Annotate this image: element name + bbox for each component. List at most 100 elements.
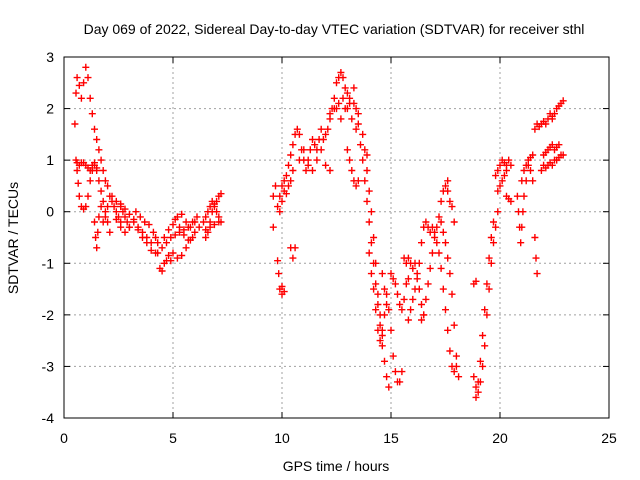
data-point (97, 187, 105, 195)
data-point (289, 254, 297, 262)
data-point (99, 197, 107, 205)
data-point (533, 270, 541, 278)
y-tick-label-1: -3 (42, 358, 55, 374)
data-point (479, 362, 487, 370)
data-point (365, 218, 373, 226)
data-point (532, 254, 540, 262)
x-tick-label-1: 5 (169, 430, 177, 446)
data-point (437, 264, 445, 272)
data-point (402, 280, 410, 288)
data-point (391, 368, 399, 376)
data-point (86, 167, 94, 174)
data-point (125, 210, 133, 218)
data-point (529, 151, 537, 159)
data-point (86, 94, 94, 102)
x-tick-label-5: 25 (601, 430, 617, 446)
data-point (363, 167, 371, 174)
data-point (418, 239, 425, 247)
data-point (363, 197, 371, 205)
data-point (365, 187, 373, 195)
data-point (154, 249, 162, 257)
data-point (381, 311, 388, 319)
data-point (450, 368, 458, 376)
data-point (158, 267, 166, 275)
data-point (420, 311, 428, 319)
data-point (376, 321, 384, 329)
data-point (186, 223, 194, 231)
data-point (490, 239, 497, 247)
data-point (160, 234, 168, 241)
data-point (195, 223, 203, 231)
data-point (542, 120, 550, 128)
data-point (145, 221, 153, 229)
data-point (276, 208, 284, 216)
data-point (275, 270, 283, 278)
data-point (507, 197, 515, 205)
data-point (176, 223, 183, 231)
data-point (422, 218, 430, 226)
data-point (450, 321, 458, 329)
data-point (110, 203, 118, 211)
data-point (278, 182, 286, 190)
y-axis-tick-labels: -4 -3 -2 -1 0 1 2 3 (42, 49, 55, 426)
data-point (280, 177, 288, 185)
data-point (112, 208, 120, 216)
data-point (319, 136, 327, 143)
y-axis-label: SDTVAR / TECUs (5, 182, 21, 294)
data-point (317, 146, 325, 154)
data-point (147, 239, 155, 247)
data-point (101, 177, 109, 185)
data-point (94, 228, 102, 236)
data-point (91, 125, 98, 133)
data-point (418, 301, 425, 308)
data-point (289, 141, 297, 149)
data-point (200, 218, 207, 226)
x-tick-label-2: 10 (274, 430, 290, 446)
data-point (295, 130, 303, 138)
data-point (206, 203, 214, 211)
data-point (285, 161, 292, 169)
data-point (330, 94, 338, 102)
axis-ticks (63, 56, 610, 419)
data-point (385, 306, 393, 314)
data-point (418, 316, 425, 324)
data-point (483, 311, 491, 319)
data-point (97, 156, 105, 164)
data-point (500, 172, 508, 180)
data-point (106, 228, 114, 236)
data-point (483, 280, 491, 288)
data-point (95, 177, 103, 185)
data-point (182, 218, 190, 226)
data-series (71, 63, 567, 401)
data-point (520, 192, 528, 200)
data-point (479, 332, 487, 339)
data-point (354, 110, 362, 118)
data-point (269, 223, 277, 231)
data-point (518, 223, 526, 231)
data-point (274, 257, 282, 265)
data-point (343, 146, 351, 154)
data-point (437, 197, 445, 205)
data-point (99, 218, 107, 226)
data-point (101, 213, 109, 221)
data-point (442, 182, 449, 190)
data-point (517, 239, 525, 247)
data-point (180, 231, 188, 239)
data-point (409, 264, 417, 272)
data-point (422, 295, 430, 303)
data-point (324, 125, 332, 133)
data-point (531, 125, 539, 133)
data-point (435, 249, 443, 257)
data-point (494, 187, 502, 195)
data-point (210, 221, 218, 229)
data-point (202, 234, 210, 241)
data-point (350, 84, 358, 92)
data-point (361, 177, 369, 185)
data-point (426, 264, 434, 272)
data-point (326, 110, 334, 118)
data-point (125, 223, 133, 231)
data-point (548, 141, 556, 149)
data-point (158, 244, 166, 252)
data-point (452, 362, 460, 370)
data-point (326, 167, 334, 174)
